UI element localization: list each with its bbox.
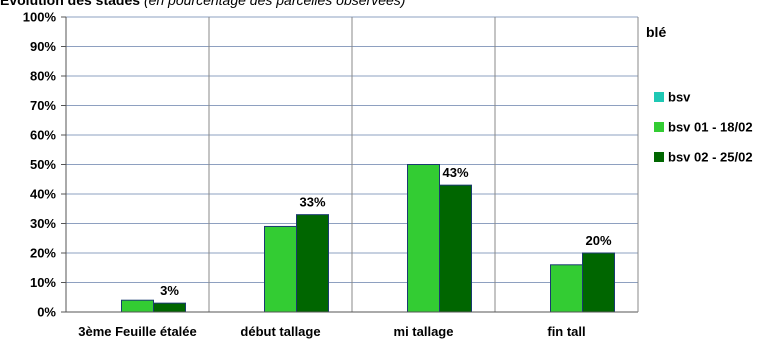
- y-tick-label: 20%: [30, 246, 56, 261]
- chart-title: Evolution des stades (en pourcentage des…: [0, 0, 405, 8]
- y-tick-label: 60%: [30, 128, 56, 143]
- data-label: 20%: [585, 233, 611, 248]
- y-tick-label: 90%: [30, 39, 56, 54]
- data-label: 3%: [160, 283, 179, 298]
- legend-swatch: [654, 92, 664, 102]
- legend: blé bsv bsv 01 - 18/02 bsv 02 - 25/02: [646, 24, 753, 165]
- bar-1-0: [121, 299, 154, 313]
- chart-title-italic: (en pourcentage des parcelles observées): [143, 0, 406, 8]
- legend-entry: bsv: [668, 90, 691, 105]
- bar-1-3: [550, 264, 583, 313]
- bar-2-3: [582, 252, 615, 313]
- data-label: 33%: [299, 195, 325, 210]
- y-axis-ticks: 0% 10% 20% 30% 40% 50% 60% 70% 80% 90% 100%: [23, 10, 57, 320]
- chart-title-bold: Evolution des stades: [0, 0, 141, 8]
- data-label: 43%: [442, 165, 468, 180]
- bar-2-1: [296, 214, 329, 313]
- bar-1-2: [407, 164, 440, 313]
- x-tick-label: mi tallage: [394, 324, 454, 339]
- bar-2-0: [153, 302, 186, 313]
- y-tick-label: 10%: [30, 275, 56, 290]
- y-tick-label: 100%: [23, 10, 57, 25]
- bar-2-2: [439, 184, 472, 313]
- x-axis-ticks: 3ème Feuille étalée début tallage mi talla…: [78, 324, 585, 339]
- x-tick-label: fin tall: [547, 324, 585, 339]
- category-separators: [208, 17, 496, 312]
- y-tick-label: 30%: [30, 216, 56, 231]
- legend-entry: bsv 02 - 25/02: [668, 150, 753, 165]
- y-tick-label: 80%: [30, 69, 56, 84]
- legend-entry: bsv 01 - 18/02: [668, 120, 753, 135]
- data-labels: 3% 33% 43% 20%: [160, 165, 612, 298]
- legend-swatch: [654, 152, 664, 162]
- bar-1-1: [264, 225, 297, 313]
- y-tick-label: 70%: [30, 98, 56, 113]
- x-tick-label: 3ème Feuille étalée: [78, 324, 197, 339]
- y-tick-label: 0%: [37, 305, 56, 320]
- y-tick-label: 40%: [30, 187, 56, 202]
- legend-swatch: [654, 122, 664, 132]
- bars: [121, 164, 615, 313]
- legend-title: blé: [646, 24, 666, 40]
- x-tick-label: début tallage: [240, 324, 320, 339]
- axes: [61, 16, 639, 313]
- y-tick-label: 50%: [30, 157, 56, 172]
